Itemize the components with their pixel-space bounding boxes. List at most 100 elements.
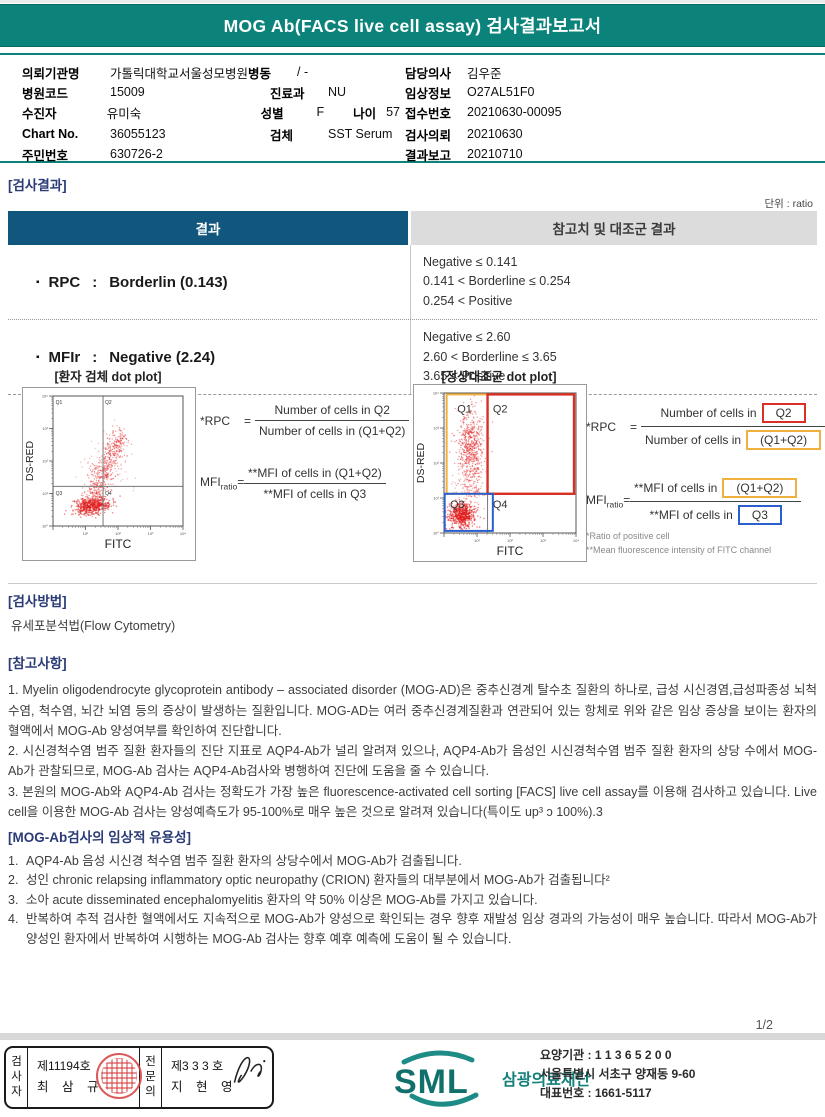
reference-line: Negative ≤ 0.141 <box>423 255 518 269</box>
info-row: 수진자 유미숙 성별 F 나이 57 <box>22 102 400 122</box>
specialist-role-label: 전문의 <box>140 1048 162 1107</box>
field-label: 의뢰기관명 <box>22 66 80 81</box>
patient-dot-plot: 10⁰ 10¹ 10¹ 10² 10² 10³ 10³ 10⁴ 10⁴ Q1 Q2 Q3 Q4 FITC D… <box>24 394 186 552</box>
field-label: 검사의뢰 <box>405 128 452 143</box>
info-row: 접수번호 20210630-00095 <box>405 102 825 122</box>
test-name: MFIr <box>48 348 81 366</box>
fraction: Number of cells in Q2 Number of cells in(… <box>641 402 825 451</box>
q2-box: Q2 <box>761 403 806 423</box>
mfi-formula-boxed: MFIratio= **MFI of cells in (Q1+Q2) **MFI… <box>586 477 825 526</box>
field-value: F <box>316 105 325 119</box>
footnote: *Ratio of positive cell <box>586 531 670 541</box>
info-row: 의뢰기관명 가톨릭대학교서울성모병원 병동 / - <box>22 62 400 82</box>
field-label: 결과보고 <box>405 148 452 163</box>
method-section-title: [검사방법] <box>8 594 67 609</box>
info-row: Chart No. 36055123 검체 SST Serum <box>22 124 400 144</box>
report-title-banner: MOG Ab(FACS live cell assay) 검사결과보고서 <box>0 4 825 47</box>
examiner-name: 최 삼 규 <box>37 1080 104 1095</box>
control-plot-title: [정상대조군 dot plot] <box>441 370 557 384</box>
q1q2-box: (Q1+Q2) <box>722 478 798 498</box>
numerator: Number of cells in Q2 <box>255 402 410 421</box>
svg-text:10¹: 10¹ <box>83 531 89 536</box>
header-gap <box>408 211 411 245</box>
examiner-role-label: 검사자 <box>6 1048 28 1107</box>
mfi-sub: ratio <box>220 481 238 492</box>
fraction: **MFI of cells in (Q1+Q2) **MFI of cells… <box>244 465 386 502</box>
method-text: 유세포분석법(Flow Cytometry) <box>11 619 176 633</box>
field-label: Chart No. <box>22 127 79 141</box>
fraction: Number of cells in Q2 Number of cells in… <box>255 402 410 439</box>
item-number: 4. <box>8 912 19 927</box>
q3-box: Q3 <box>737 505 782 525</box>
bullet-icon: ▪ <box>36 351 40 363</box>
field-label: 병동 <box>248 66 272 81</box>
svg-text:10²: 10² <box>115 531 121 536</box>
specialist-cell: 제3 3 3 호 지 현 영 <box>162 1048 272 1107</box>
reference-line: 2.60 < Borderline ≤ 3.65 <box>423 349 557 364</box>
formula-footnotes: *Ratio of positive cell **Mean fluoresce… <box>586 530 771 557</box>
note-paragraph-3: 3. 본원의 MOG-Ab와 AQP4-Ab 검사는 정확도가 가장 높은 fl… <box>8 784 817 819</box>
svg-text:FITC: FITC <box>105 537 132 551</box>
denominator: **MFI of cells in Q3 <box>630 502 801 526</box>
field-value: 유미숙 <box>106 106 142 121</box>
svg-text:Q2: Q2 <box>105 400 112 406</box>
svg-text:10³: 10³ <box>148 531 154 536</box>
field-label: 주민번호 <box>22 148 69 163</box>
result-cell: ▪ RPC : Borderlin (0.143) <box>8 245 410 319</box>
column-header-result: 결과 <box>8 211 408 245</box>
field-label: 진료과 <box>270 86 305 101</box>
sml-logo-icon: SML <box>394 1050 479 1107</box>
item-text: AQP4-Ab 음성 시신경 척수염 범주 질환 환자의 상당수에서 MOG-A… <box>26 854 462 868</box>
patient-info-right: 담당의사 김우준 임상정보 O27AL51F0 접수번호 20210630-00… <box>400 62 825 163</box>
svg-text:10⁰: 10⁰ <box>433 531 439 536</box>
field-label: 나이 <box>353 106 377 121</box>
examiner-cert-number: 제11194호 <box>37 1059 91 1073</box>
signature-box: 검사자 제11194호 최 삼 규 전문의 제3 3 3 호 지 현 영 <box>4 1046 274 1109</box>
sml-logo: SML 삼광의료재단 <box>388 1049 590 1107</box>
mfi-label: MFIratio= <box>586 493 631 510</box>
denominator: Number of cells in (Q1+Q2) <box>259 424 406 438</box>
note-paragraph-2: 2. 시신경척수염 범주 질환 환자들의 진단 지표로 AQP4-Ab가 널리 … <box>8 744 817 779</box>
signature-icon <box>233 1056 266 1083</box>
field-value: / - <box>297 65 309 79</box>
svg-text:Q4: Q4 <box>105 491 112 497</box>
svg-text:10⁴: 10⁴ <box>573 538 579 543</box>
results-table-header: 결과 참고치 및 대조군 결과 <box>8 211 817 245</box>
field-label: 수진자 <box>22 106 57 121</box>
svg-text:DS-RED: DS-RED <box>415 442 427 483</box>
denominator: **MFI of cells in Q3 <box>263 487 367 501</box>
mfi-sub: ratio <box>606 499 624 510</box>
patient-info-block: 의뢰기관명 가톨릭대학교서울성모병원 병동 / - 병원코드 15009 진료과… <box>0 53 825 163</box>
svg-text:10²: 10² <box>433 461 439 466</box>
reference-line: 0.141 < Borderline ≤ 0.254 <box>423 274 571 289</box>
reference-cell: Negative ≤ 2.60 2.60 < Borderline ≤ 3.65… <box>410 320 817 395</box>
table-row-mfir: ▪ MFIr : Negative (2.24) Negative ≤ 2.60… <box>8 320 817 396</box>
svg-text:DS-RED: DS-RED <box>24 440 36 481</box>
svg-text:10⁰: 10⁰ <box>42 524 48 529</box>
numerator: **MFI of cells in (Q1+Q2) <box>244 465 386 484</box>
results-table: 결과 참고치 및 대조군 결과 ▪ RPC : Borderlin (0.143… <box>8 211 817 396</box>
svg-text:10¹: 10¹ <box>42 491 48 496</box>
test-name: RPC <box>48 273 81 291</box>
control-formulas: *RPC = Number of cells in Q2 Number of ce… <box>586 402 825 552</box>
item-number: 3. <box>8 892 19 907</box>
svg-text:FITC: FITC <box>497 544 524 558</box>
field-label: 성별 <box>260 106 284 121</box>
svg-text:10²: 10² <box>42 459 48 464</box>
results-section-title: [검사결과] <box>8 178 67 193</box>
specialist-name: 지 현 영 <box>171 1080 238 1095</box>
svg-text:10¹: 10¹ <box>433 496 439 501</box>
q1q2-box: (Q1+Q2) <box>746 430 822 450</box>
patient-dot-plot-box: 10⁰ 10¹ 10¹ 10² 10² 10³ 10³ 10⁴ 10⁴ Q1 Q2 Q3 Q4 FITC D… <box>22 387 196 561</box>
reference-line: Negative ≤ 2.60 <box>423 330 511 345</box>
equals: = <box>237 475 245 490</box>
lower-text-section: [검사방법] 유세포분석법(Flow Cytometry) [참고사항] 1. … <box>8 590 817 949</box>
field-value: 20210710 <box>467 147 523 161</box>
mfi-label: MFIratio= <box>200 475 245 492</box>
unit-label: 단위 : ratio <box>764 198 814 210</box>
svg-text:10³: 10³ <box>42 426 48 431</box>
field-value: O27AL51F0 <box>467 85 535 99</box>
info-row: 주민번호 630726-2 <box>22 144 400 164</box>
info-row: 검사의뢰 20210630 <box>405 124 825 144</box>
